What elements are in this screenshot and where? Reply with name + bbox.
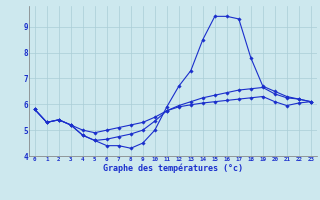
X-axis label: Graphe des températures (°c): Graphe des températures (°c) bbox=[103, 163, 243, 173]
